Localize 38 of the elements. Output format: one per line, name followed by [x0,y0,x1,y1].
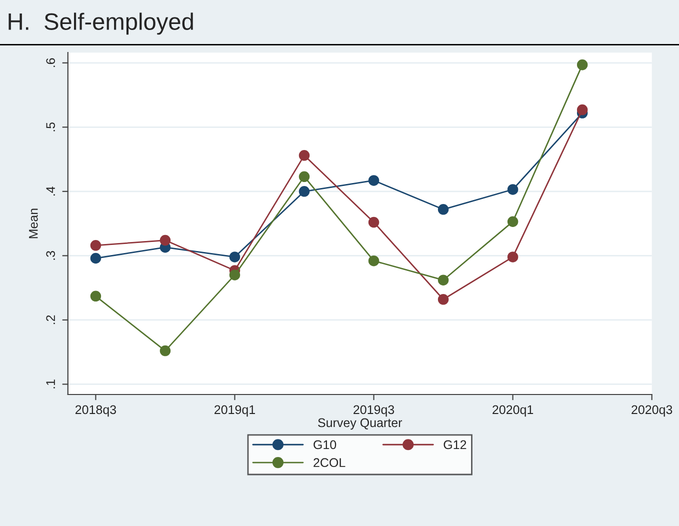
x-tick-label: 2020q3 [632,405,672,417]
point [507,252,518,262]
x-tick-label: 2020q1 [492,405,534,417]
x-tick-label: 2018q3 [75,405,116,417]
x-axis-title: Survey Quarter [318,418,402,430]
point [507,216,518,228]
y-tick-label: .3 [46,251,56,260]
point [90,240,102,251]
y-tick-label: .2 [46,315,55,324]
point [576,104,588,116]
legend-label: G12 [444,440,466,450]
legend-label: 2COL [314,458,346,468]
point [438,274,449,286]
y-axis-title: Mean [29,208,38,238]
point [90,252,102,264]
y-tick-label: .5 [46,122,56,132]
point [298,171,310,182]
y-tick-label: .4 [46,186,55,196]
chart-title: H. Self-employed [8,12,193,35]
point [576,59,588,70]
point [438,294,449,305]
legend-label: G10 [314,440,336,450]
point [298,150,310,161]
point [160,234,171,246]
point [438,204,449,215]
x-tick-label: 2019q3 [354,405,394,417]
point [229,270,240,280]
point [160,345,171,356]
point [368,216,380,228]
point [368,175,380,186]
point [229,252,240,262]
y-tick-label: .1 [46,380,55,388]
point [368,255,380,266]
x-tick-label: 2019q1 [214,405,255,417]
y-tick-label: .6 [46,58,56,67]
point [507,184,518,195]
point [90,290,102,302]
point [298,186,310,197]
